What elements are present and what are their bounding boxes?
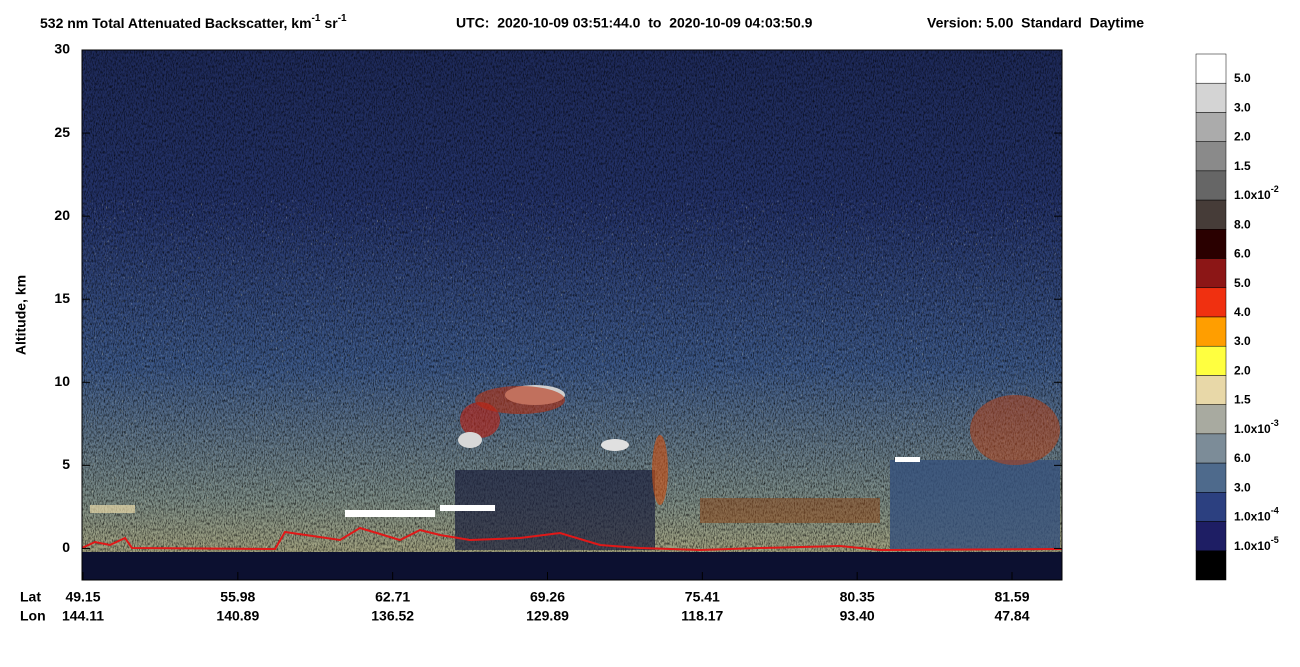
curtain [82, 50, 1062, 580]
colorbar-swatch [1195, 492, 1227, 522]
colorbar-swatch [1195, 404, 1227, 435]
colorbar-label-mantissa: 3.0 [1234, 101, 1251, 115]
colorbar-label: 5.0 [1234, 71, 1251, 85]
colorbar-swatch [1195, 345, 1227, 376]
x-tick-label: 47.84 [994, 608, 1029, 624]
colorbar-label-mantissa: 4.0 [1234, 305, 1251, 319]
colorbar-label: 2.0 [1234, 130, 1251, 144]
title-superscript: -1 [312, 13, 321, 24]
y-tick-label: 20 [54, 207, 70, 223]
x-tick-label: 75.41 [685, 589, 720, 605]
colorbar-label-exponent: -5 [1271, 535, 1279, 545]
title-text: sr [324, 15, 338, 31]
colorbar-swatch [1195, 287, 1227, 318]
colorbar-swatch [1195, 550, 1227, 581]
colorbar-label-mantissa: 1.0x10 [1234, 188, 1271, 202]
colorbar-label: 3.0 [1234, 481, 1251, 495]
colorbar-label-mantissa: 6.0 [1234, 247, 1251, 261]
colorbar-label-mantissa: 2.0 [1234, 364, 1251, 378]
colorbar-swatch [1195, 258, 1227, 289]
surface-line [82, 526, 1062, 552]
y-axis-label: Altitude, km [13, 275, 29, 355]
x-tick-label: 62.71 [375, 589, 410, 605]
colorbar-swatch [1195, 433, 1227, 464]
x-tick-label: 144.11 [62, 608, 104, 624]
colorbar-swatch [1195, 112, 1227, 142]
x-row-name: Lon [20, 608, 46, 624]
plot-frame [81, 49, 1063, 581]
colorbar-label: 3.0 [1234, 101, 1251, 115]
colorbar-label-mantissa: 1.0x10 [1234, 510, 1271, 524]
colorbar-swatch [1195, 375, 1227, 405]
colorbar-label-mantissa: 1.5 [1234, 393, 1251, 407]
x-tick-label: 49.15 [65, 589, 100, 605]
colorbar-label: 3.0 [1234, 334, 1251, 348]
x-tick-label: 55.98 [220, 589, 255, 605]
title-text: 532 nm Total Attenuated Backscatter, km [40, 15, 312, 31]
version: Version: 5.00 Standard Daytime [927, 15, 1144, 31]
colorbar-label: 4.0 [1234, 305, 1251, 319]
x-tick-label: 136.52 [371, 608, 414, 624]
colorbar-label: 6.0 [1234, 247, 1251, 261]
colorbar-label-exponent: -4 [1271, 506, 1279, 516]
x-tick-label: 81.59 [994, 589, 1029, 605]
colorbar-swatch [1195, 229, 1227, 259]
x-tick-label: 140.89 [216, 608, 259, 624]
colorbar-label: 1.5 [1234, 159, 1251, 173]
colorbar-label-mantissa: 6.0 [1234, 451, 1251, 465]
colorbar-swatch [1195, 141, 1227, 172]
y-tick-label: 10 [54, 373, 70, 389]
y-tick-label: 5 [62, 456, 70, 472]
colorbar-swatch [1195, 316, 1227, 347]
colorbar-label: 1.0x10-5 [1234, 535, 1279, 553]
colorbar-label-exponent: -2 [1271, 184, 1279, 194]
colorbar-label-mantissa: 5.0 [1234, 71, 1251, 85]
colorbar-swatch [1195, 82, 1227, 113]
colorbar-label: 1.0x10-4 [1234, 506, 1279, 524]
chart-title: 532 nm Total Attenuated Backscatter, km-… [40, 13, 347, 31]
subsurface [82, 552, 1062, 580]
colorbar-label: 1.0x10-3 [1234, 418, 1279, 436]
colorbar-swatch [1195, 53, 1227, 84]
x-tick-label: 129.89 [526, 608, 569, 624]
x-tick-label: 118.17 [681, 608, 723, 624]
title-superscript: -1 [338, 13, 347, 24]
colorbar-label-mantissa: 1.5 [1234, 159, 1251, 173]
colorbar-label: 1.5 [1234, 393, 1251, 407]
colorbar-label-mantissa: 2.0 [1234, 130, 1251, 144]
cloud-layers [90, 385, 1060, 550]
colorbar-swatch [1195, 462, 1227, 493]
y-tick-label: 25 [54, 124, 70, 140]
colorbar-label-mantissa: 3.0 [1234, 481, 1251, 495]
colorbar-swatch [1195, 199, 1227, 230]
colorbar-label: 6.0 [1234, 451, 1251, 465]
y-tick-label: 15 [54, 290, 70, 306]
x-row-name: Lat [20, 589, 41, 605]
x-tick-label: 69.26 [530, 589, 565, 605]
y-tick-label: 0 [62, 539, 70, 555]
colorbar-label-mantissa: 8.0 [1234, 218, 1251, 232]
colorbar-label: 2.0 [1234, 364, 1251, 378]
colorbar-label: 8.0 [1234, 218, 1251, 232]
colorbar-swatch [1195, 170, 1227, 201]
colorbar-label-exponent: -3 [1271, 418, 1279, 428]
colorbar-label: 1.0x10-2 [1234, 184, 1279, 202]
colorbar-swatch [1195, 521, 1227, 552]
colorbar-label-mantissa: 5.0 [1234, 276, 1251, 290]
x-tick-label: 93.40 [840, 608, 875, 624]
colorbar-label-mantissa: 1.0x10 [1234, 422, 1271, 436]
colorbar-label-mantissa: 3.0 [1234, 334, 1251, 348]
x-tick-label: 80.35 [840, 589, 875, 605]
colorbar-label-mantissa: 1.0x10 [1234, 539, 1271, 553]
time-range: UTC: 2020-10-09 03:51:44.0 to 2020-10-09… [456, 15, 813, 31]
y-tick-label: 30 [54, 41, 70, 57]
colorbar-label: 5.0 [1234, 276, 1251, 290]
